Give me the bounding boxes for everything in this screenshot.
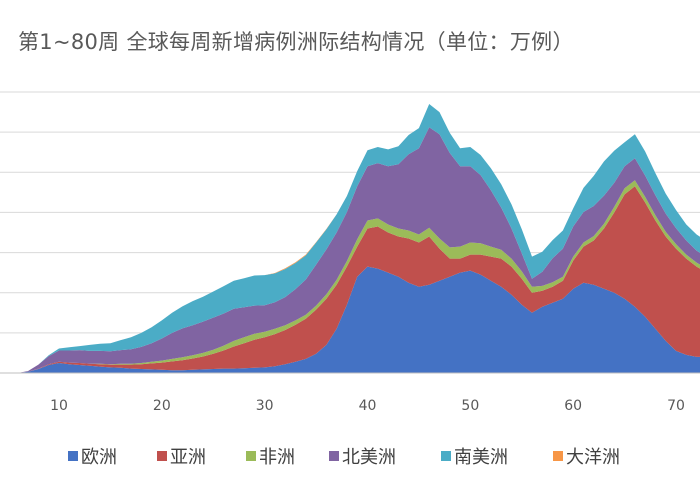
legend-swatch-亚洲 — [157, 451, 167, 461]
legend-label-北美洲: 北美洲 — [342, 447, 396, 468]
x-tick-label-40: 40 — [359, 398, 377, 414]
x-axis-ticks: 10 20 30 40 50 60 70 — [50, 398, 685, 414]
legend-label-欧洲: 欧洲 — [81, 447, 117, 468]
legend-label-大洋洲: 大洋洲 — [566, 447, 620, 468]
x-tick-label-50: 50 — [461, 398, 479, 414]
area-亚洲 — [0, 186, 700, 373]
x-tick-label-70: 70 — [667, 398, 685, 414]
legend-swatch-欧洲 — [68, 451, 78, 461]
area-北美洲 — [0, 127, 700, 373]
legend-swatch-北美洲 — [329, 451, 339, 461]
legend-label-非洲: 非洲 — [259, 447, 295, 468]
legend-swatch-非洲 — [246, 451, 256, 461]
legend: 欧洲 亚洲 非洲 北美洲 南美洲 大洋洲 — [68, 447, 620, 468]
area-series — [0, 104, 700, 373]
legend-label-亚洲: 亚洲 — [170, 447, 206, 468]
x-tick-label-10: 10 — [50, 398, 68, 414]
legend-swatch-南美洲 — [441, 451, 451, 461]
legend-label-南美洲: 南美洲 — [454, 447, 508, 468]
x-tick-label-20: 20 — [153, 398, 171, 414]
x-tick-label-30: 30 — [256, 398, 274, 414]
chart-title: 第1~80周 全球每周新增病例洲际结构情况（单位：万例） — [18, 30, 574, 54]
x-tick-label-60: 60 — [564, 398, 582, 414]
legend-swatch-大洋洲 — [553, 451, 563, 461]
area-欧洲 — [0, 266, 700, 373]
area-南美洲 — [0, 104, 700, 373]
